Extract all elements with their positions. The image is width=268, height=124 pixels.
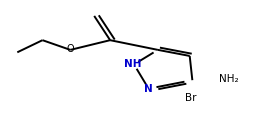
Text: N: N (144, 84, 153, 94)
Text: Br: Br (185, 93, 197, 103)
Text: NH₂: NH₂ (219, 74, 239, 84)
Text: NH: NH (124, 59, 142, 69)
Text: O: O (66, 44, 74, 54)
